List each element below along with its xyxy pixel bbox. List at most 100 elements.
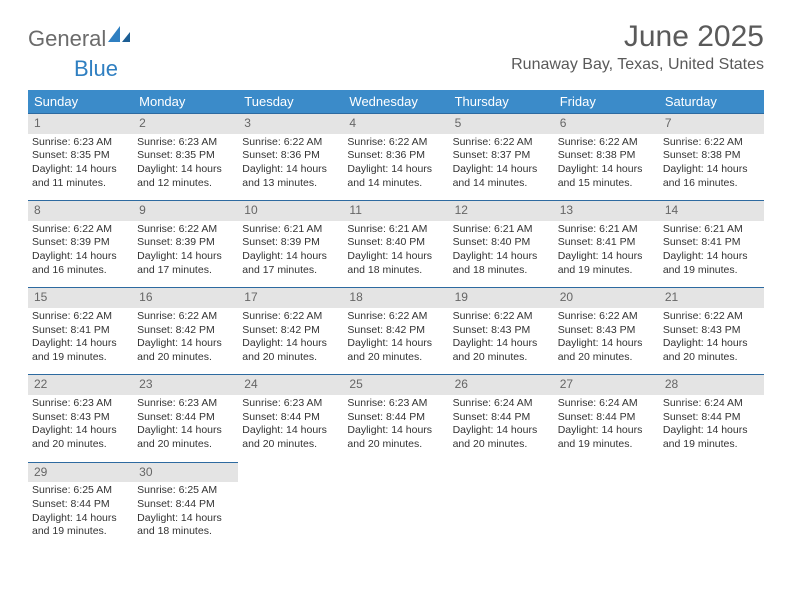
sunrise-text: Sunrise: 6:22 AM [137, 223, 234, 237]
daylight-text: and 20 minutes. [453, 351, 550, 365]
brand-part2: Blue [74, 56, 118, 82]
sunrise-text: Sunrise: 6:22 AM [32, 223, 129, 237]
daylight-text: Daylight: 14 hours [453, 250, 550, 264]
calendar-cell: 6Sunrise: 6:22 AMSunset: 8:38 PMDaylight… [554, 114, 659, 201]
daylight-text: and 20 minutes. [347, 351, 444, 365]
daylight-text: Daylight: 14 hours [347, 163, 444, 177]
calendar-week: 15Sunrise: 6:22 AMSunset: 8:41 PMDayligh… [28, 288, 764, 375]
day-body: Sunrise: 6:22 AMSunset: 8:43 PMDaylight:… [554, 308, 659, 375]
daylight-text: and 20 minutes. [137, 438, 234, 452]
day-number: 29 [28, 463, 133, 483]
day-number: 28 [659, 375, 764, 395]
day-header: Friday [554, 90, 659, 114]
daylight-text: and 19 minutes. [558, 438, 655, 452]
daylight-text: and 19 minutes. [663, 438, 760, 452]
day-header: Sunday [28, 90, 133, 114]
sunset-text: Sunset: 8:39 PM [137, 236, 234, 250]
calendar-cell: 27Sunrise: 6:24 AMSunset: 8:44 PMDayligh… [554, 375, 659, 462]
daylight-text: and 20 minutes. [347, 438, 444, 452]
daylight-text: and 14 minutes. [453, 177, 550, 191]
day-number: 10 [238, 201, 343, 221]
day-number: 14 [659, 201, 764, 221]
calendar-page: General June 2025 Runaway Bay, Texas, Un… [0, 0, 792, 569]
day-header: Thursday [449, 90, 554, 114]
calendar-cell: 28Sunrise: 6:24 AMSunset: 8:44 PMDayligh… [659, 375, 764, 462]
calendar-cell: 18Sunrise: 6:22 AMSunset: 8:42 PMDayligh… [343, 288, 448, 375]
sunset-text: Sunset: 8:44 PM [558, 411, 655, 425]
day-number: 13 [554, 201, 659, 221]
sunset-text: Sunset: 8:40 PM [453, 236, 550, 250]
sunset-text: Sunset: 8:44 PM [137, 498, 234, 512]
day-body: Sunrise: 6:23 AMSunset: 8:44 PMDaylight:… [343, 395, 448, 462]
sunrise-text: Sunrise: 6:24 AM [663, 397, 760, 411]
daylight-text: Daylight: 14 hours [32, 250, 129, 264]
sunset-text: Sunset: 8:37 PM [453, 149, 550, 163]
day-number: 15 [28, 288, 133, 308]
calendar-cell: 25Sunrise: 6:23 AMSunset: 8:44 PMDayligh… [343, 375, 448, 462]
sunrise-text: Sunrise: 6:22 AM [558, 310, 655, 324]
day-body: Sunrise: 6:23 AMSunset: 8:44 PMDaylight:… [133, 395, 238, 462]
day-body: Sunrise: 6:21 AMSunset: 8:39 PMDaylight:… [238, 221, 343, 288]
day-number: 21 [659, 288, 764, 308]
calendar-week: 8Sunrise: 6:22 AMSunset: 8:39 PMDaylight… [28, 201, 764, 288]
daylight-text: Daylight: 14 hours [137, 163, 234, 177]
sunset-text: Sunset: 8:44 PM [347, 411, 444, 425]
day-number: 2 [133, 114, 238, 134]
day-header: Wednesday [343, 90, 448, 114]
day-number: 6 [554, 114, 659, 134]
calendar-week: 29Sunrise: 6:25 AMSunset: 8:44 PMDayligh… [28, 462, 764, 549]
sunrise-text: Sunrise: 6:21 AM [558, 223, 655, 237]
brand-logo: General [28, 20, 130, 52]
sunset-text: Sunset: 8:36 PM [242, 149, 339, 163]
daylight-text: Daylight: 14 hours [453, 337, 550, 351]
daylight-text: and 12 minutes. [137, 177, 234, 191]
daylight-text: and 15 minutes. [558, 177, 655, 191]
day-number: 16 [133, 288, 238, 308]
daylight-text: and 16 minutes. [663, 177, 760, 191]
daylight-text: and 20 minutes. [137, 351, 234, 365]
calendar-cell: 4Sunrise: 6:22 AMSunset: 8:36 PMDaylight… [343, 114, 448, 201]
daylight-text: Daylight: 14 hours [558, 250, 655, 264]
sunrise-text: Sunrise: 6:23 AM [347, 397, 444, 411]
calendar-cell: 3Sunrise: 6:22 AMSunset: 8:36 PMDaylight… [238, 114, 343, 201]
daylight-text: Daylight: 14 hours [137, 250, 234, 264]
day-number: 18 [343, 288, 448, 308]
sunrise-text: Sunrise: 6:23 AM [32, 136, 129, 150]
day-number: 27 [554, 375, 659, 395]
sunrise-text: Sunrise: 6:23 AM [242, 397, 339, 411]
sunrise-text: Sunrise: 6:22 AM [242, 136, 339, 150]
sunset-text: Sunset: 8:44 PM [663, 411, 760, 425]
daylight-text: Daylight: 14 hours [32, 337, 129, 351]
day-body: Sunrise: 6:21 AMSunset: 8:40 PMDaylight:… [449, 221, 554, 288]
sunset-text: Sunset: 8:39 PM [242, 236, 339, 250]
daylight-text: and 20 minutes. [242, 351, 339, 365]
daylight-text: Daylight: 14 hours [453, 424, 550, 438]
day-body: Sunrise: 6:25 AMSunset: 8:44 PMDaylight:… [133, 482, 238, 549]
sunset-text: Sunset: 8:38 PM [558, 149, 655, 163]
day-body: Sunrise: 6:22 AMSunset: 8:42 PMDaylight:… [133, 308, 238, 375]
day-number: 24 [238, 375, 343, 395]
sunrise-text: Sunrise: 6:21 AM [347, 223, 444, 237]
calendar-cell: 24Sunrise: 6:23 AMSunset: 8:44 PMDayligh… [238, 375, 343, 462]
sunrise-text: Sunrise: 6:22 AM [453, 136, 550, 150]
sunset-text: Sunset: 8:43 PM [558, 324, 655, 338]
sunset-text: Sunset: 8:39 PM [32, 236, 129, 250]
calendar-cell [554, 462, 659, 549]
day-header: Tuesday [238, 90, 343, 114]
sunset-text: Sunset: 8:38 PM [663, 149, 760, 163]
sunrise-text: Sunrise: 6:22 AM [453, 310, 550, 324]
calendar-cell: 17Sunrise: 6:22 AMSunset: 8:42 PMDayligh… [238, 288, 343, 375]
sunset-text: Sunset: 8:42 PM [137, 324, 234, 338]
calendar-cell: 29Sunrise: 6:25 AMSunset: 8:44 PMDayligh… [28, 462, 133, 549]
sunset-text: Sunset: 8:42 PM [347, 324, 444, 338]
sunset-text: Sunset: 8:44 PM [453, 411, 550, 425]
calendar-cell: 10Sunrise: 6:21 AMSunset: 8:39 PMDayligh… [238, 201, 343, 288]
daylight-text: Daylight: 14 hours [663, 163, 760, 177]
day-body: Sunrise: 6:23 AMSunset: 8:35 PMDaylight:… [133, 134, 238, 201]
day-number: 25 [343, 375, 448, 395]
day-number: 4 [343, 114, 448, 134]
sunset-text: Sunset: 8:44 PM [32, 498, 129, 512]
day-number: 17 [238, 288, 343, 308]
calendar-cell: 7Sunrise: 6:22 AMSunset: 8:38 PMDaylight… [659, 114, 764, 201]
day-number: 23 [133, 375, 238, 395]
